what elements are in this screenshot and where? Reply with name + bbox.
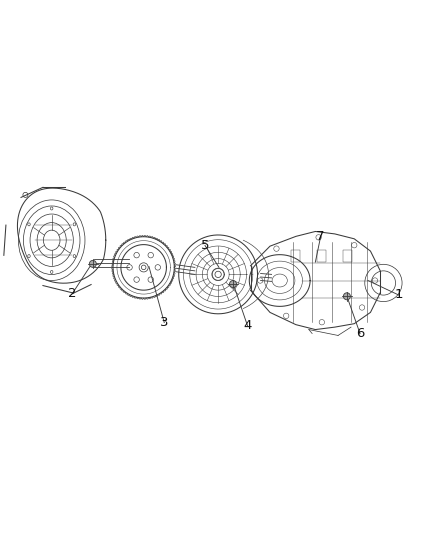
Circle shape [230,280,237,287]
Text: 2: 2 [68,287,77,300]
Text: 6: 6 [356,327,364,340]
Text: 5: 5 [201,239,209,252]
Text: 1: 1 [394,288,403,302]
Bar [291,250,300,262]
Bar [317,250,326,262]
Circle shape [343,293,350,300]
Text: 4: 4 [243,319,252,332]
Text: 3: 3 [160,316,169,329]
Bar [343,250,352,262]
Circle shape [89,260,96,268]
Text: 7: 7 [316,230,325,243]
